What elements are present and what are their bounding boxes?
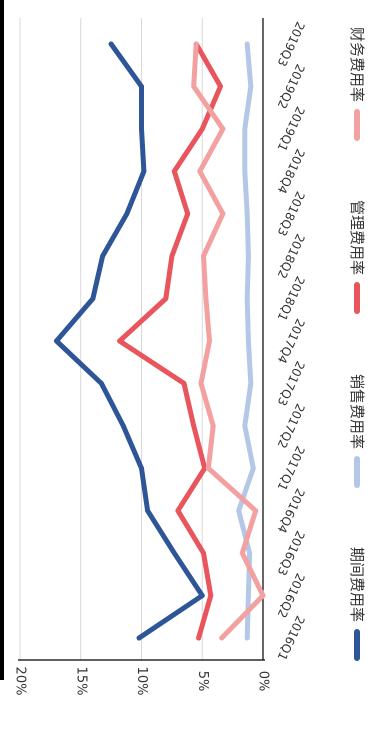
data-point-s3-2017Q3 — [181, 381, 187, 386]
data-point-s3-2017Q1 — [202, 465, 208, 471]
data-point-s4-2017Q1 — [205, 465, 211, 471]
data-point-s1-2018Q3 — [124, 211, 130, 217]
data-point-s4-2017Q3 — [198, 381, 204, 386]
category-tick-label: 2017Q2 — [275, 401, 308, 450]
data-point-s3-2016Q3 — [201, 550, 206, 556]
data-point-s2-2017Q4 — [246, 338, 251, 344]
category-tick-label: 2018Q3 — [275, 189, 308, 238]
data-point-s2-2018Q4 — [242, 168, 248, 174]
data-point-s3-2019Q2 — [218, 84, 223, 89]
data-point-s1-2018Q4 — [141, 168, 147, 174]
category-tick-label: 2018Q4 — [275, 147, 308, 196]
category-tick-label: 2017Q3 — [275, 359, 308, 408]
data-point-s2-2017Q1 — [250, 465, 256, 471]
data-point-s3-2019Q1 — [199, 126, 205, 132]
data-point-s3-2016Q1 — [196, 635, 202, 641]
data-point-s2-2019Q2 — [248, 84, 254, 89]
data-point-s1-2017Q3 — [99, 381, 104, 386]
data-point-s3-2018Q1 — [163, 296, 169, 301]
data-point-s4-2019Q3 — [193, 41, 199, 47]
data-point-s4-2019Q1 — [220, 126, 226, 132]
data-point-s2-2017Q3 — [248, 381, 254, 386]
data-point-s1-2016Q2 — [199, 593, 205, 598]
data-point-s1-2019Q2 — [139, 84, 144, 89]
category-tick-label: 2016Q4 — [275, 486, 308, 535]
data-point-s1-2018Q1 — [90, 296, 96, 301]
legend-label-2: 销售费用率 — [348, 374, 366, 449]
value-tick-label: 0% — [256, 671, 271, 692]
data-point-s1-2019Q3 — [108, 41, 114, 47]
data-point-s3-2018Q4 — [171, 168, 177, 174]
data-point-s3-2017Q4 — [117, 338, 123, 344]
value-tick-label: 15% — [73, 667, 88, 696]
value-tick-label: 10% — [134, 667, 149, 696]
data-point-s4-2019Q2 — [191, 84, 197, 89]
category-tick-label: 2019Q1 — [275, 104, 308, 153]
category-tick-label: 2019Q3 — [275, 19, 308, 68]
legend-label-3: 管理费用率 — [348, 200, 366, 275]
data-point-s3-2018Q2 — [169, 253, 175, 259]
category-tick-label: 2018Q1 — [275, 274, 308, 323]
data-point-s2-2019Q1 — [242, 126, 248, 132]
data-point-s2-2016Q1 — [244, 635, 250, 641]
legend-label-4: 财务费用率 — [348, 27, 366, 102]
series-line-4 — [191, 41, 266, 641]
data-point-s1-2016Q4 — [145, 508, 150, 514]
data-point-s4-2018Q3 — [220, 211, 226, 217]
data-point-s2-2016Q2 — [246, 593, 251, 598]
data-point-s4-2017Q4 — [207, 338, 212, 344]
data-point-s3-2016Q2 — [208, 593, 214, 598]
data-point-s2-2018Q2 — [246, 253, 251, 259]
data-point-s4-2016Q4 — [253, 508, 259, 514]
series-line-1 — [54, 41, 205, 641]
data-point-s1-2016Q3 — [171, 550, 177, 556]
category-tick-label: 2016Q1 — [275, 613, 308, 662]
data-point-s2-2016Q4 — [236, 508, 242, 514]
data-point-s4-2018Q4 — [197, 168, 203, 174]
category-tick-label: 2016Q3 — [275, 529, 308, 578]
data-point-s2-2018Q3 — [244, 211, 250, 217]
data-point-s1-2017Q2 — [120, 423, 126, 429]
category-tick-label: 2019Q2 — [275, 62, 308, 111]
legend-label-1: 期间费用率 — [348, 547, 366, 622]
data-point-s2-2017Q2 — [242, 423, 248, 429]
data-point-s1-2019Q1 — [139, 126, 144, 132]
data-point-s4-2016Q3 — [239, 550, 245, 556]
category-tick-label: 2016Q2 — [275, 571, 308, 620]
data-point-s4-2018Q1 — [203, 296, 209, 301]
data-point-s2-2019Q3 — [244, 41, 250, 47]
data-point-s3-2018Q3 — [185, 211, 191, 217]
category-tick-label: 2017Q4 — [275, 316, 308, 365]
data-point-s4-2016Q2 — [260, 593, 266, 598]
value-tick-label: 20% — [13, 667, 28, 696]
data-point-s1-2016Q1 — [136, 635, 142, 641]
data-point-s3-2016Q4 — [175, 508, 181, 514]
data-point-s1-2017Q4 — [54, 338, 59, 344]
data-point-s4-2018Q2 — [201, 253, 206, 259]
category-tick-label: 2017Q1 — [275, 444, 308, 493]
data-point-s3-2017Q2 — [191, 423, 197, 429]
data-point-s1-2017Q1 — [139, 465, 144, 471]
value-tick-label: 5% — [195, 671, 210, 692]
data-point-s4-2016Q1 — [219, 635, 225, 641]
page-edge-line — [0, 0, 4, 680]
data-point-s4-2017Q2 — [210, 423, 216, 429]
data-point-s1-2018Q2 — [100, 253, 106, 259]
category-tick-label: 2018Q2 — [275, 232, 308, 281]
data-point-s2-2018Q1 — [244, 296, 250, 301]
data-point-s2-2016Q3 — [247, 550, 253, 556]
